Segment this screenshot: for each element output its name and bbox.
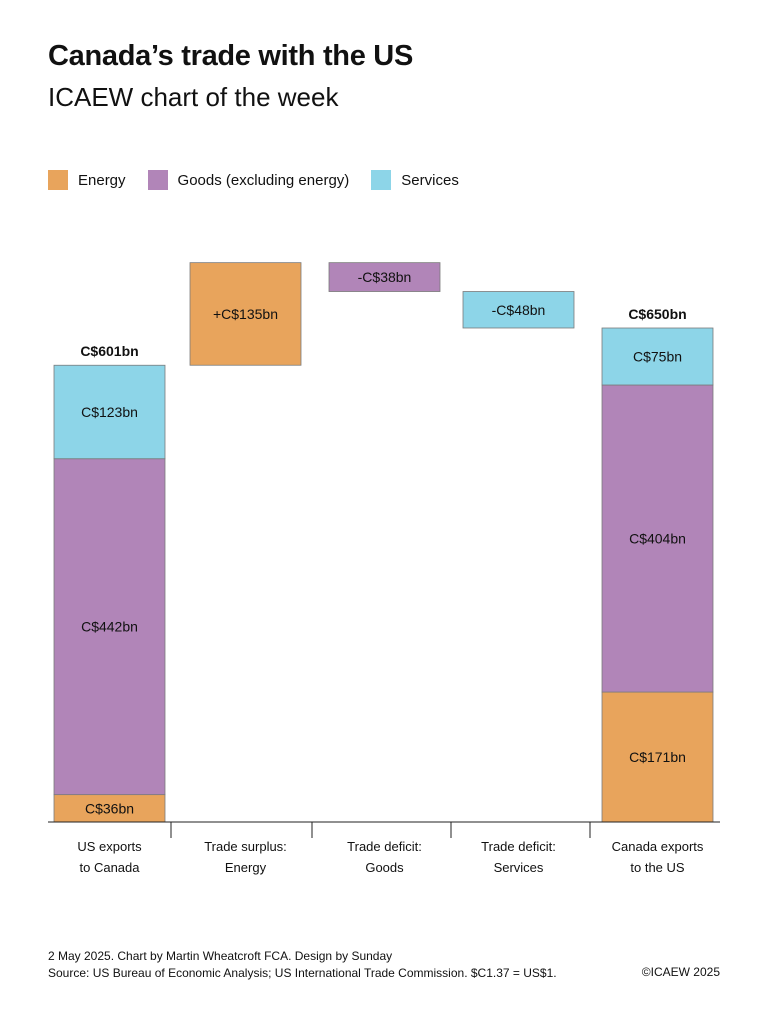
legend-item-energy: Energy <box>48 170 126 190</box>
bar-segment-services-0 <box>53 364 166 460</box>
total-label-4: C$650bn <box>628 306 686 322</box>
footer-credits: 2 May 2025. Chart by Martin Wheatcroft F… <box>48 949 393 963</box>
category-label-0: US exports to Canada <box>77 839 142 875</box>
data-label-0: C$36bn <box>85 800 134 816</box>
legend-item-services: Services <box>371 170 459 190</box>
data-label-7: C$404bn <box>629 531 686 547</box>
chart-subtitle: ICAEW chart of the week <box>48 82 339 112</box>
category-label-3: Trade deficit: Services <box>481 839 556 875</box>
legend-swatch-goods <box>147 170 168 190</box>
category-label-2: Trade deficit: Goods <box>347 839 422 875</box>
data-label-1: C$442bn <box>81 619 138 635</box>
data-label-4: -C$38bn <box>358 269 412 285</box>
bar-segment-energy-4 <box>601 691 714 823</box>
legend-swatch-services <box>371 170 392 190</box>
bar-segment-services-3 <box>462 291 575 329</box>
legend: Energy Goods (excluding energy) Services <box>48 170 481 190</box>
data-label-3: +C$135bn <box>213 306 278 322</box>
bar-segment-goods-excluding-energy-0 <box>53 458 166 796</box>
total-label-0: C$601bn <box>80 343 138 359</box>
category-label-1: Trade surplus: Energy <box>204 839 287 875</box>
legend-label-services: Services <box>401 171 459 189</box>
copyright: ©ICAEW 2025 <box>641 965 720 979</box>
legend-label-goods: Goods (excluding energy) <box>177 171 350 189</box>
data-label-6: C$171bn <box>629 749 686 765</box>
legend-item-goods: Goods (excluding energy) <box>147 170 350 190</box>
legend-swatch-energy <box>48 170 68 190</box>
data-label-8: C$75bn <box>633 349 682 365</box>
bar-segment-goods-excluding-energy-4 <box>601 384 714 693</box>
chart-title: Canada’s trade with the US <box>48 40 413 72</box>
footer: 2 May 2025. Chart by Martin Wheatcroft F… <box>48 948 720 982</box>
data-label-5: -C$48bn <box>492 302 546 318</box>
bar-segment-goods-excluding-energy-2 <box>328 262 441 292</box>
legend-label-energy: Energy <box>78 171 126 189</box>
category-label-4: Canada exports to the US <box>612 839 704 875</box>
footer-source: Source: US Bureau of Economic Analysis; … <box>48 966 557 980</box>
bar-segment-energy-1 <box>189 262 302 366</box>
bar-segment-services-4 <box>601 327 714 386</box>
data-label-2: C$123bn <box>81 404 138 420</box>
